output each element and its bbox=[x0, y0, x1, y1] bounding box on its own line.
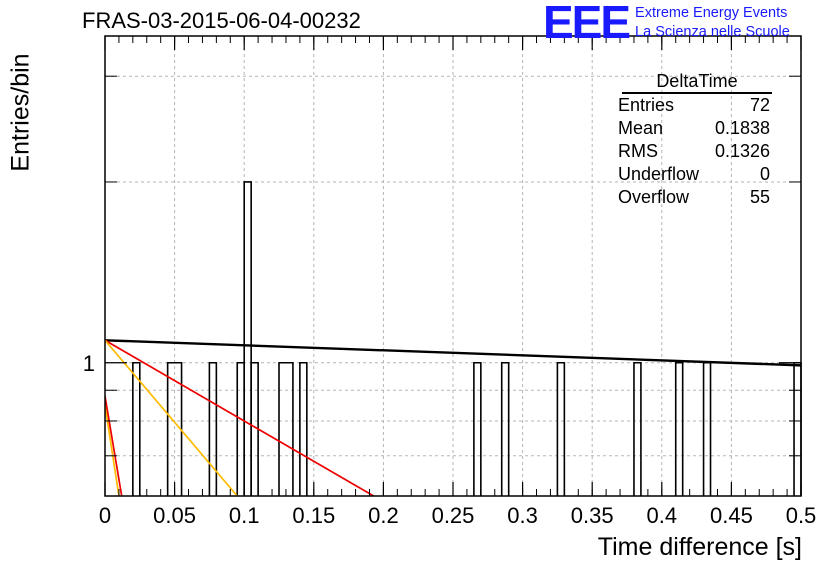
fit-lines bbox=[105, 339, 801, 496]
x-tick-label: 0.35 bbox=[571, 503, 614, 528]
eee-logo: EEE Extreme Energy Events La Scienza nel… bbox=[543, 0, 790, 48]
x-tick-label: 0.5 bbox=[786, 503, 817, 528]
histogram-bar bbox=[500, 361, 510, 496]
y-axis-label: Entries/bin bbox=[6, 53, 35, 172]
stats-row: Entries 72 bbox=[610, 94, 778, 117]
fit-line bbox=[105, 339, 801, 367]
fit-line bbox=[105, 339, 375, 496]
histogram-bar bbox=[633, 361, 642, 496]
histogram-bar bbox=[278, 361, 294, 496]
histogram-bar bbox=[702, 361, 712, 496]
stats-row: Underflow 0 bbox=[610, 163, 778, 186]
histogram-bar bbox=[793, 361, 802, 496]
histogram-bar bbox=[299, 361, 308, 496]
stats-label: Entries bbox=[618, 95, 675, 115]
stats-label: Overflow bbox=[618, 187, 690, 207]
x-tick-label: 0.45 bbox=[710, 503, 753, 528]
stats-value: 0.1326 bbox=[714, 141, 770, 161]
histogram-bar bbox=[236, 361, 245, 496]
stats-row: Mean 0.1838 bbox=[610, 117, 778, 140]
histogram-bars bbox=[132, 181, 802, 496]
x-tick-label: 0.15 bbox=[292, 503, 335, 528]
axis-ticks: 0 0.05 0.1 0.15 0.2 0.25 0.3 0.35 0.4 0.45 0.5 1 bbox=[83, 36, 817, 528]
x-tick-label: 0.3 bbox=[507, 503, 538, 528]
histogram-bar bbox=[473, 361, 482, 496]
run-title: FRAS-03-2015-06-04-00232 bbox=[82, 8, 361, 33]
x-axis-label: Time difference [s] bbox=[597, 533, 802, 561]
stats-label: RMS bbox=[618, 141, 658, 161]
histogram-bar bbox=[674, 361, 684, 496]
x-tick-label: 0.05 bbox=[153, 503, 196, 528]
histogram-bar bbox=[243, 181, 252, 496]
stats-title: DeltaTime bbox=[622, 70, 772, 94]
stats-label: Underflow bbox=[618, 164, 700, 184]
histogram-bar bbox=[556, 361, 566, 496]
logo-mark: EEE bbox=[543, 0, 631, 48]
logo-line-2: La Scienza nelle Scuole bbox=[635, 24, 790, 40]
stats-value: 72 bbox=[749, 95, 770, 115]
fit-line bbox=[105, 405, 120, 496]
stats-value: 0 bbox=[759, 164, 770, 184]
stats-value: 0.1838 bbox=[714, 118, 770, 138]
stats-box: DeltaTime Entries 72 Mean 0.1838 RMS 0.1… bbox=[610, 70, 778, 209]
histogram-bar bbox=[208, 361, 218, 496]
stats-row: Overflow 55 bbox=[610, 186, 778, 209]
x-tick-label: 0.25 bbox=[432, 503, 475, 528]
logo-line-1: Extreme Energy Events bbox=[635, 5, 788, 21]
stats-label: Mean bbox=[618, 118, 664, 138]
y-tick-label: 1 bbox=[83, 351, 95, 376]
histogram-bar bbox=[132, 361, 141, 496]
x-tick-label: 0.2 bbox=[368, 503, 399, 528]
stats-value: 55 bbox=[749, 187, 770, 207]
fit-line bbox=[105, 339, 238, 496]
logo-text: Extreme Energy Events La Scienza nelle S… bbox=[635, 4, 790, 42]
stats-row: RMS 0.1326 bbox=[610, 140, 778, 163]
x-tick-label: 0.4 bbox=[647, 503, 678, 528]
x-tick-label: 0.1 bbox=[229, 503, 260, 528]
grid-layer bbox=[105, 36, 801, 496]
x-tick-label: 0 bbox=[99, 503, 111, 528]
fit-line bbox=[105, 395, 123, 496]
